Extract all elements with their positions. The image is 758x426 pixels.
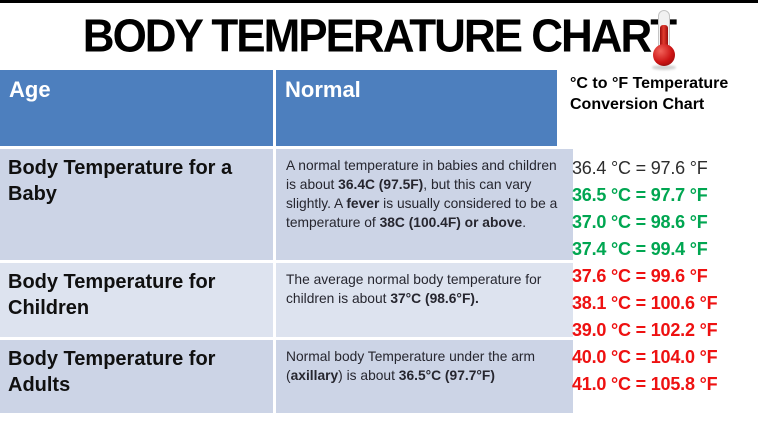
text-segment: 36.5°C (97.7°F) xyxy=(398,368,495,384)
text-segment: , but this can vary slightly. A xyxy=(286,177,532,212)
title-row: BODY TEMPERATURE CHART xyxy=(0,10,758,63)
conversion-entry: 39.0 °C = 102.2 °F xyxy=(572,320,718,340)
text-segment: is usually considered to be a temperatur… xyxy=(286,196,558,231)
normal-cell: A normal temperature in babies and child… xyxy=(276,149,573,260)
conversion-title: °C to °F Temperature Conversion Chart xyxy=(570,75,729,114)
text-segment: . xyxy=(522,215,527,231)
text-segment: A normal temperature in babies and child… xyxy=(286,158,557,193)
conversion-entry: 37.0 °C = 98.6 °F xyxy=(572,212,708,232)
conversion-entry: 37.6 °C = 99.6 °F xyxy=(572,266,708,286)
age-cell: Body Temperature for a Baby xyxy=(0,149,273,260)
normal-cell: Normal body Temperature under the arm (a… xyxy=(276,340,573,413)
normal-cell: The average normal body temperature for … xyxy=(276,263,573,337)
text-segment: 37°C (98.6°F). xyxy=(390,291,479,307)
text-segment: Normal body Temperature under the arm ( xyxy=(286,349,535,384)
conversion-list: 36.4 °C = 97.6 °F 36.5 °C = 97.7 °F 37.0 °… xyxy=(572,155,758,398)
top-border-line xyxy=(0,0,758,3)
age-cell: Body Temperature for Children xyxy=(0,263,273,337)
conversion-entry: 36.4 °C = 97.6 °F xyxy=(572,158,708,178)
thermometer-bulb xyxy=(653,44,675,66)
temperature-table: Age Normal Body Temperature for a Baby A … xyxy=(0,70,573,413)
thermometer-shadow xyxy=(652,65,676,70)
page-title: BODY TEMPERATURE CHART xyxy=(82,10,677,63)
conversion-entry: 40.0 °C = 104.0 °F xyxy=(572,347,718,367)
text-segment: fever xyxy=(346,196,380,212)
conversion-panel: °C to °F Temperature Conversion Chart 36… xyxy=(570,73,758,394)
text-segment: 38C (100.4F) or above xyxy=(379,215,523,231)
thermometer-icon xyxy=(651,10,677,70)
text-segment: axillary xyxy=(290,368,339,384)
table-header-age: Age xyxy=(0,70,273,146)
conversion-entry: 37.4 °C = 99.4 °F xyxy=(572,239,708,259)
conversion-entry: 36.5 °C = 97.7 °F xyxy=(572,185,708,205)
thermometer-fill xyxy=(660,25,668,51)
text-segment: The average normal body temperature for … xyxy=(286,272,542,307)
conversion-entry: 41.0 °C = 105.8 °F xyxy=(572,374,718,394)
age-cell: Body Temperature for Adults xyxy=(0,340,273,413)
text-segment: 36.4C (97.5F) xyxy=(338,177,424,193)
text-segment: ) is about xyxy=(338,368,399,384)
conversion-entry: 38.1 °C = 100.6 °F xyxy=(572,293,718,313)
table-header-normal: Normal xyxy=(276,70,557,146)
